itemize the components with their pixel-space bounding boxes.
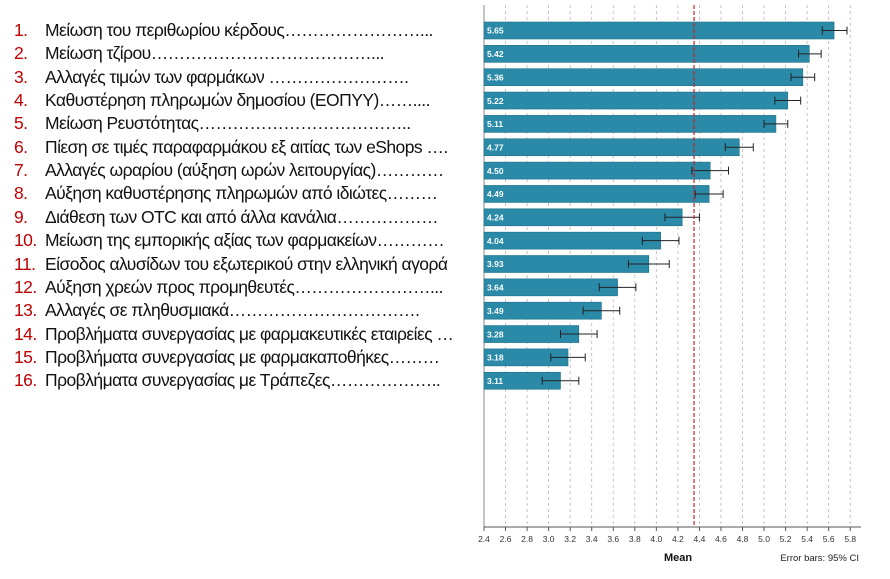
bar-value-label: 4.24 bbox=[487, 213, 504, 223]
category-text: Είσοδος αλυσίδων του εξωτερικού στην ελλ… bbox=[45, 253, 448, 274]
category-label: 10. Μείωση της εμπορικής αξίας των φαρμακ… bbox=[14, 229, 445, 251]
bar-value-label: 3.18 bbox=[487, 353, 504, 363]
category-number: 15. bbox=[14, 346, 37, 367]
category-number: 4. bbox=[14, 90, 28, 111]
x-tick-label: 5.0 bbox=[758, 534, 770, 544]
category-label: 12. Αύξηση χρεών προς προμηθευτές……………………… bbox=[14, 276, 443, 298]
category-number: 12. bbox=[14, 276, 37, 297]
x-tick-label: 5.8 bbox=[844, 534, 856, 544]
bar bbox=[483, 21, 835, 40]
x-tick-label: 4.4 bbox=[694, 534, 706, 544]
category-text: Προβλήματα συνεργασίας με φαρμακευτικές … bbox=[45, 323, 454, 344]
category-number: 13. bbox=[14, 300, 37, 321]
x-tick-label: 5.6 bbox=[823, 534, 835, 544]
category-text: Αλλαγές ωραρίου (αύξηση ωρών λειτουργίας… bbox=[45, 160, 444, 181]
category-label: 15. Προβλήματα συνεργασίας με φαρμακαποθή… bbox=[14, 346, 440, 368]
category-text: Πίεση σε τιμές παραφαρμάκου εξ αιτίας τω… bbox=[45, 136, 448, 157]
category-label: 11. Είσοδος αλυσίδων του εξωτερικού στην … bbox=[14, 253, 448, 275]
category-label: 9. Διάθεση των OTC και από άλλα κανάλια……… bbox=[14, 206, 439, 228]
category-label: 16. Προβλήματα συνεργασίας με Τράπεζες………… bbox=[14, 369, 441, 391]
category-label: 4. Καθυστέρηση πληρωμών δημοσίου (ΕΟΠΥΥ)…… bbox=[14, 89, 430, 111]
x-tick-label: 3.8 bbox=[629, 534, 641, 544]
category-text: Προβλήματα συνεργασίας με Τράπεζες………………… bbox=[45, 370, 441, 391]
x-tick-label: 3.4 bbox=[586, 534, 598, 544]
bar-value-label: 5.11 bbox=[487, 119, 503, 129]
bar-value-label: 5.42 bbox=[487, 49, 504, 59]
bar-value-label: 3.93 bbox=[487, 259, 504, 269]
category-number: 11. bbox=[14, 253, 36, 274]
x-axis-title: Mean bbox=[664, 552, 692, 564]
category-text: Αλλαγές τιμών των φαρμάκων ……………………. bbox=[45, 66, 409, 87]
bar bbox=[483, 208, 683, 227]
category-text: Μείωση της εμπορικής αξίας των φαρμακείω… bbox=[45, 230, 445, 251]
bar-value-label: 4.49 bbox=[487, 189, 504, 199]
x-tick-label: 5.2 bbox=[780, 534, 792, 544]
category-label: 13. Αλλαγές σε πληθυσμιακά……………………………. bbox=[14, 299, 420, 321]
x-tick-label: 4.8 bbox=[737, 534, 749, 544]
category-number: 10. bbox=[14, 230, 37, 251]
x-tick-label: 2.6 bbox=[500, 534, 512, 544]
category-number: 16. bbox=[14, 370, 37, 391]
bar-value-label: 4.50 bbox=[487, 166, 504, 176]
error-bars-note: Error bars: 95% CI bbox=[780, 553, 859, 564]
category-label: 5. Μείωση Ρευστότητας……………………………….. bbox=[14, 112, 411, 134]
x-tick-label: 3.6 bbox=[607, 534, 619, 544]
bar bbox=[483, 278, 618, 297]
category-number: 14. bbox=[14, 323, 37, 344]
category-number: 3. bbox=[14, 66, 28, 87]
bar-value-label: 4.77 bbox=[487, 142, 504, 152]
category-label: 14. Προβλήματα συνεργασίας με φαρμακευτικ… bbox=[14, 323, 454, 345]
category-number: 6. bbox=[14, 136, 28, 157]
x-tick-label: 5.4 bbox=[801, 534, 813, 544]
x-tick-label: 3.2 bbox=[564, 534, 576, 544]
x-tick-label: 4.6 bbox=[715, 534, 727, 544]
category-text: Προβλήματα συνεργασίας με φαρμακαποθήκες… bbox=[45, 346, 440, 367]
bar-value-label: 3.49 bbox=[487, 306, 504, 316]
category-number: 5. bbox=[14, 113, 28, 134]
category-text: Αύξηση χρεών προς προμηθευτές……………………... bbox=[45, 276, 443, 297]
bar bbox=[483, 115, 777, 133]
bar-value-label: 5.65 bbox=[487, 26, 504, 36]
bar bbox=[483, 185, 710, 203]
category-text: Αλλαγές σε πληθυσμιακά……………………………. bbox=[45, 300, 420, 321]
bar bbox=[483, 255, 650, 273]
category-label: 2. Μείωση τζίρου…………………………………... bbox=[14, 42, 385, 64]
x-tick-label: 4.0 bbox=[650, 534, 662, 544]
category-label: 3. Αλλαγές τιμών των φαρμάκων ……………………. bbox=[14, 66, 409, 88]
x-tick-label: 2.4 bbox=[478, 534, 490, 544]
bar-value-label: 3.11 bbox=[487, 376, 503, 386]
category-text: Καθυστέρηση πληρωμών δημοσίου (ΕΟΠΥΥ)…….… bbox=[45, 90, 430, 111]
bar-value-label: 4.04 bbox=[487, 236, 504, 246]
bar bbox=[483, 91, 789, 110]
category-number: 7. bbox=[14, 160, 28, 181]
category-number: 8. bbox=[14, 183, 28, 204]
bar-value-label: 3.28 bbox=[487, 329, 504, 339]
bar-value-label: 5.36 bbox=[487, 72, 504, 82]
category-text: Μείωση τζίρου…………………………………... bbox=[45, 43, 385, 64]
category-label: 8. Αύξηση καθυστέρησης πληρωμών από ιδιώτ… bbox=[14, 182, 438, 204]
category-number: 9. bbox=[14, 206, 28, 227]
bar bbox=[483, 45, 810, 63]
bar bbox=[483, 68, 804, 86]
bar bbox=[483, 161, 711, 180]
category-text: Μείωση Ρευστότητας……………………………….. bbox=[45, 113, 411, 134]
category-label: 1. Μείωση του περιθωρίου κέρδους…………………….… bbox=[14, 19, 433, 41]
x-tick-label: 4.2 bbox=[672, 534, 684, 544]
category-text: Διάθεση των OTC και από άλλα κανάλια…………… bbox=[45, 206, 439, 227]
category-number: 1. bbox=[14, 20, 28, 40]
category-label: 7. Αλλαγές ωραρίου (αύξηση ωρών λειτουργί… bbox=[14, 159, 444, 181]
category-number: 2. bbox=[14, 43, 28, 64]
x-tick-label: 2.8 bbox=[521, 534, 533, 544]
category-text: Μείωση του περιθωρίου κέρδους……………………... bbox=[45, 20, 433, 40]
bar-value-label: 3.64 bbox=[487, 283, 504, 293]
bar bbox=[483, 138, 740, 157]
x-tick-label: 3.0 bbox=[543, 534, 555, 544]
category-labels: 1. Μείωση του περιθωρίου κέρδους…………………….… bbox=[14, 19, 454, 391]
bar bbox=[483, 231, 661, 250]
category-text: Αύξηση καθυστέρησης πληρωμών από ιδιώτες… bbox=[45, 183, 438, 204]
category-label: 6. Πίεση σε τιμές παραφαρμάκου εξ αιτίας … bbox=[14, 136, 448, 158]
bar-value-label: 5.22 bbox=[487, 96, 504, 106]
